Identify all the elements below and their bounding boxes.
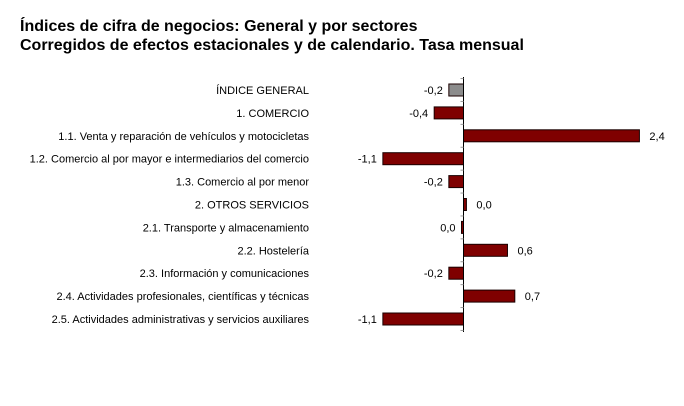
chart-title: Índices de cifra de negocios: General y …: [20, 18, 418, 35]
value-label: -0,4: [409, 108, 428, 120]
value-label: -1,1: [358, 154, 377, 166]
category-label: 1.2. Comercio al por mayor e intermediar…: [30, 154, 309, 166]
value-label: 0,6: [517, 245, 532, 257]
category-label: 2.4. Actividades profesionales, científi…: [56, 291, 309, 303]
chart-subtitle: Corregidos de efectos estacionales y de …: [20, 37, 524, 54]
category-label: 2.3. Información y comunicaciones: [140, 268, 310, 280]
category-label: 2.5. Actividades administrativas y servi…: [52, 314, 310, 326]
category-label: 2. OTROS SERVICIOS: [195, 200, 309, 212]
value-label: -1,1: [358, 314, 377, 326]
category-label: 2.1. Transporte y almacenamiento: [143, 222, 309, 234]
bar: [448, 266, 464, 280]
bar: [382, 312, 464, 326]
bar: [382, 152, 464, 166]
value-label: -0,2: [424, 268, 443, 280]
bar: [463, 289, 516, 303]
bar: [463, 129, 640, 143]
value-label: -0,2: [424, 177, 443, 189]
value-label: 0,0: [440, 222, 455, 234]
category-label: ÍNDICE GENERAL: [216, 84, 309, 97]
category-label: 1.3. Comercio al por menor: [176, 177, 310, 189]
bar: [463, 243, 508, 257]
value-label: 2,4: [649, 131, 664, 143]
category-label: 2.2. Hostelería: [237, 245, 309, 257]
value-label: 0,0: [476, 200, 491, 212]
bar: [448, 175, 464, 189]
category-label: 1.1. Venta y reparación de vehículos y m…: [58, 131, 309, 143]
category-label: 1. COMERCIO: [236, 108, 309, 120]
bar: [448, 83, 464, 97]
value-label: -0,2: [424, 85, 443, 97]
bar: [433, 106, 464, 120]
value-label: 0,7: [525, 291, 540, 303]
